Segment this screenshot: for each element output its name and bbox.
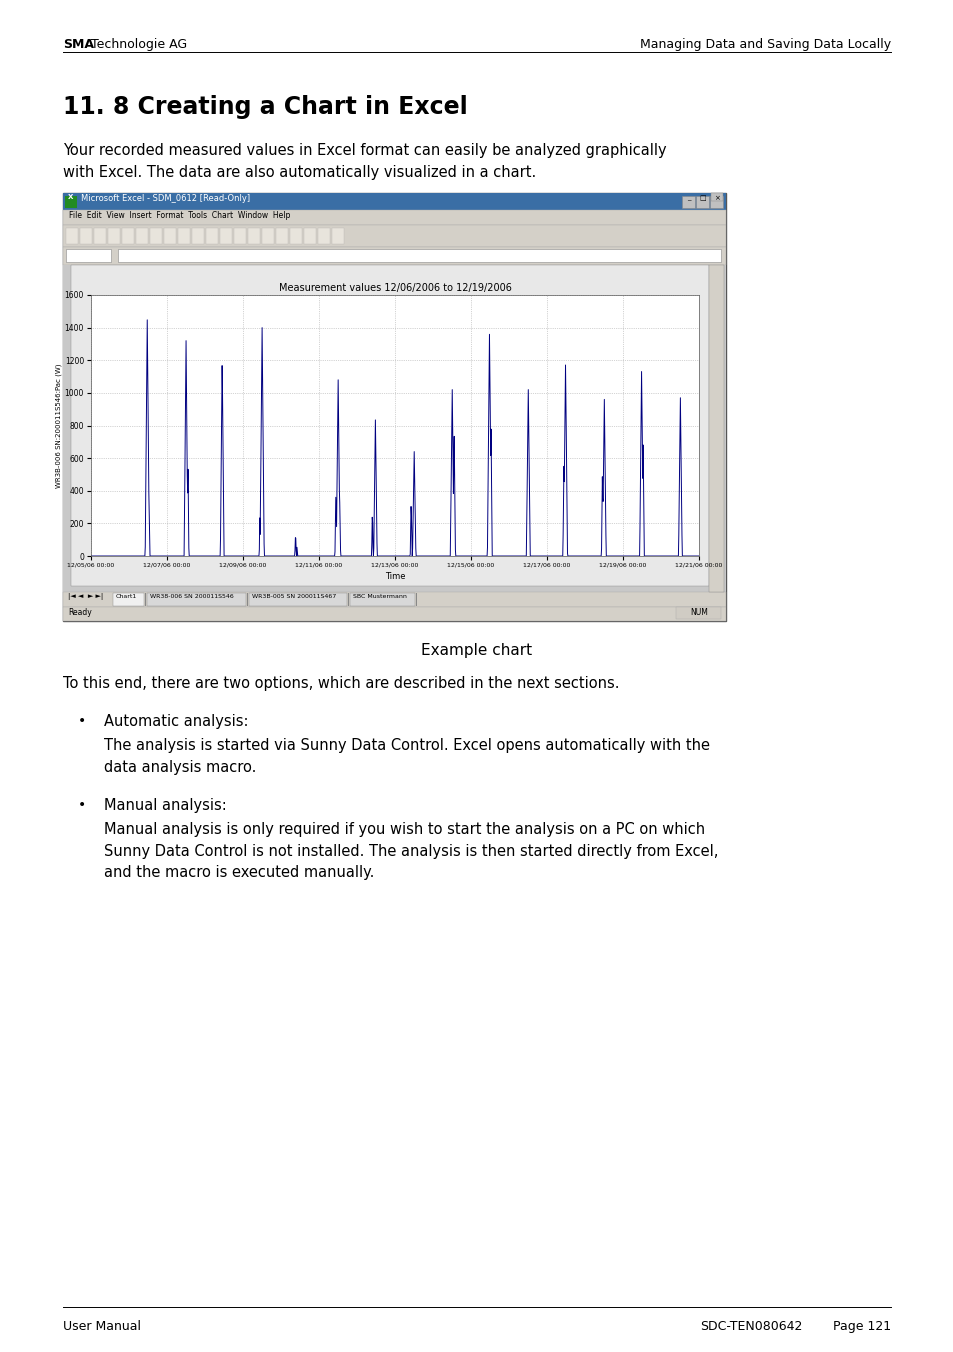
Bar xyxy=(178,228,190,243)
Text: SDC-TEN080642: SDC-TEN080642 xyxy=(700,1320,801,1333)
X-axis label: Time: Time xyxy=(384,572,405,581)
Text: To this end, there are two options, which are described in the next sections.: To this end, there are two options, whic… xyxy=(63,676,618,691)
Text: Microsoft Excel - SDM_0612 [Read-Only]: Microsoft Excel - SDM_0612 [Read-Only] xyxy=(81,193,250,203)
Bar xyxy=(65,196,77,208)
Text: NUM: NUM xyxy=(689,608,707,617)
Text: File  Edit  View  Insert  Format  Tools  Chart  Window  Help: File Edit View Insert Format Tools Chart… xyxy=(69,211,290,220)
Text: WR3B-005 SN 200011S467: WR3B-005 SN 200011S467 xyxy=(252,594,335,599)
Bar xyxy=(66,249,111,262)
Bar xyxy=(150,228,162,243)
Bar xyxy=(248,228,260,243)
Bar xyxy=(275,228,288,243)
Bar xyxy=(112,594,144,606)
Bar xyxy=(233,228,246,243)
Bar xyxy=(63,607,725,621)
Bar xyxy=(63,210,725,224)
Bar xyxy=(147,594,245,606)
Text: WR38-006 SN 200011S546: WR38-006 SN 200011S546 xyxy=(150,594,233,599)
Bar xyxy=(676,607,720,619)
Bar xyxy=(71,265,708,585)
Bar xyxy=(122,228,133,243)
Bar xyxy=(696,196,708,208)
Bar xyxy=(118,249,720,262)
Text: Manual analysis is only required if you wish to start the analysis on a PC on wh: Manual analysis is only required if you … xyxy=(104,822,718,880)
Bar xyxy=(63,265,725,592)
Text: SBC Mustermann: SBC Mustermann xyxy=(353,594,406,599)
Bar xyxy=(262,228,274,243)
Bar xyxy=(63,247,725,265)
Y-axis label: WR3B-006 SN:200011S546:Pac (W): WR3B-006 SN:200011S546:Pac (W) xyxy=(55,364,62,488)
Text: Example chart: Example chart xyxy=(421,644,532,658)
Text: Automatic analysis:: Automatic analysis: xyxy=(104,714,248,729)
Bar xyxy=(63,592,725,607)
Text: Page 121: Page 121 xyxy=(832,1320,890,1333)
Text: Managing Data and Saving Data Locally: Managing Data and Saving Data Locally xyxy=(639,38,890,51)
Bar xyxy=(317,228,330,243)
Bar xyxy=(63,193,725,210)
Text: The analysis is started via Sunny Data Control. Excel opens automatically with t: The analysis is started via Sunny Data C… xyxy=(104,738,709,775)
Bar xyxy=(164,228,175,243)
Bar xyxy=(332,228,344,243)
Text: Your recorded measured values in Excel format can easily be analyzed graphically: Your recorded measured values in Excel f… xyxy=(63,143,666,180)
Bar xyxy=(136,228,148,243)
Bar xyxy=(710,193,722,201)
Bar xyxy=(63,224,725,247)
Bar xyxy=(94,228,106,243)
Text: SMA: SMA xyxy=(63,38,94,51)
Bar xyxy=(80,228,91,243)
Text: Ready: Ready xyxy=(68,608,91,617)
Bar xyxy=(350,594,415,606)
Text: •: • xyxy=(78,798,86,813)
Bar xyxy=(145,594,146,606)
Text: User Manual: User Manual xyxy=(63,1320,141,1333)
Bar xyxy=(206,228,218,243)
Bar xyxy=(290,228,302,243)
Text: Technologie AG: Technologie AG xyxy=(87,38,187,51)
Text: 11. 8 Creating a Chart in Excel: 11. 8 Creating a Chart in Excel xyxy=(63,95,467,119)
Bar xyxy=(192,228,204,243)
Bar xyxy=(348,594,349,606)
Bar xyxy=(66,228,78,243)
Bar xyxy=(108,228,120,243)
Text: _: _ xyxy=(686,195,690,201)
Bar xyxy=(708,265,723,592)
Text: X: X xyxy=(69,193,73,200)
Text: Manual analysis:: Manual analysis: xyxy=(104,798,227,813)
Bar xyxy=(246,594,248,606)
Text: □: □ xyxy=(699,195,705,201)
Text: ×: × xyxy=(713,195,719,201)
Bar xyxy=(304,228,315,243)
Bar xyxy=(220,228,232,243)
Bar xyxy=(709,196,722,208)
Title: Measurement values 12/06/2006 to 12/19/2006: Measurement values 12/06/2006 to 12/19/2… xyxy=(278,283,511,293)
Bar xyxy=(681,196,695,208)
Text: •: • xyxy=(78,714,86,727)
Bar xyxy=(63,193,725,621)
Text: |◄ ◄  ► ►|: |◄ ◄ ► ►| xyxy=(68,594,103,600)
Bar xyxy=(249,594,347,606)
Text: Chart1: Chart1 xyxy=(116,594,137,599)
